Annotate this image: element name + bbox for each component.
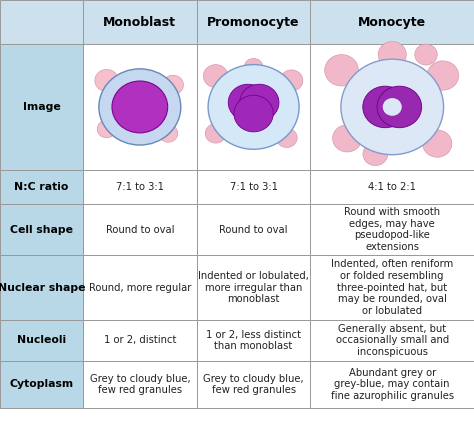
Circle shape [228, 84, 267, 121]
Bar [197, 320, 310, 361]
Circle shape [159, 124, 178, 142]
Bar [0, 320, 83, 361]
Bar [83, 204, 197, 255]
Bar [83, 44, 197, 170]
Circle shape [427, 61, 459, 90]
Text: Indented or lobulated,
more irregular than
monoblast: Indented or lobulated, more irregular th… [198, 271, 309, 304]
Circle shape [280, 70, 303, 91]
Text: Round to oval: Round to oval [106, 224, 174, 235]
Text: Round with smooth
edges, may have
pseudopod-like
extensions: Round with smooth edges, may have pseudo… [344, 207, 440, 252]
Bar [83, 320, 197, 361]
Bar [0, 361, 83, 408]
Bar [197, 44, 310, 170]
Text: 1 or 2, distinct: 1 or 2, distinct [104, 336, 176, 345]
Bar [83, 361, 197, 408]
Circle shape [377, 86, 422, 128]
Circle shape [99, 69, 181, 145]
Bar [197, 361, 310, 408]
Bar [83, 255, 197, 320]
Circle shape [363, 86, 408, 128]
Text: 4:1 to 2:1: 4:1 to 2:1 [368, 182, 416, 192]
Circle shape [378, 41, 406, 67]
Text: Monoblast: Monoblast [103, 15, 176, 29]
Circle shape [112, 81, 168, 133]
Bar [197, 170, 310, 204]
Text: Cytoplasm: Cytoplasm [9, 379, 73, 389]
Circle shape [234, 95, 273, 132]
Circle shape [276, 128, 297, 147]
Circle shape [97, 120, 116, 138]
Bar [310, 320, 474, 361]
Bar [0, 44, 83, 170]
Text: N:C ratio: N:C ratio [14, 182, 69, 192]
Text: Generally absent, but
occasionally small and
inconspicuous: Generally absent, but occasionally small… [336, 324, 449, 357]
Bar [310, 170, 474, 204]
Text: Monocyte: Monocyte [358, 15, 426, 29]
Text: Nuclear shape: Nuclear shape [0, 283, 85, 292]
Bar [310, 44, 474, 170]
Bar [197, 0, 310, 44]
Circle shape [208, 64, 299, 149]
Bar [83, 170, 197, 204]
Circle shape [203, 64, 228, 87]
Text: Round to oval: Round to oval [219, 224, 288, 235]
Text: Grey to cloudy blue,
few red granules: Grey to cloudy blue, few red granules [90, 374, 190, 395]
Text: Indented, often reniform
or folded resembling
three-pointed hat, but
may be roun: Indented, often reniform or folded resem… [331, 259, 453, 316]
Circle shape [163, 75, 183, 94]
Bar [310, 255, 474, 320]
Text: Cell shape: Cell shape [10, 224, 73, 235]
Circle shape [341, 59, 444, 155]
Text: Abundant grey or
grey-blue, may contain
fine azurophilic granules: Abundant grey or grey-blue, may contain … [331, 368, 454, 401]
Circle shape [205, 123, 226, 143]
Text: Image: Image [23, 102, 60, 112]
Circle shape [333, 125, 362, 152]
Bar [0, 0, 83, 44]
Bar [0, 170, 83, 204]
Text: 7:1 to 3:1: 7:1 to 3:1 [229, 182, 278, 192]
Circle shape [240, 84, 279, 121]
Circle shape [383, 98, 402, 116]
Circle shape [415, 44, 437, 65]
Bar [0, 204, 83, 255]
Text: Round, more regular: Round, more regular [89, 283, 191, 292]
Text: Promonocyte: Promonocyte [207, 15, 300, 29]
Circle shape [325, 55, 358, 86]
Circle shape [423, 130, 452, 157]
Circle shape [244, 58, 263, 76]
Bar [197, 255, 310, 320]
Text: Nucleoli: Nucleoli [17, 336, 66, 345]
Bar [197, 204, 310, 255]
Bar [310, 361, 474, 408]
Text: 7:1 to 3:1: 7:1 to 3:1 [116, 182, 164, 192]
Bar [83, 0, 197, 44]
Bar [310, 204, 474, 255]
Circle shape [363, 142, 388, 165]
Bar [0, 255, 83, 320]
Circle shape [95, 69, 118, 91]
Text: 1 or 2, less distinct
than monoblast: 1 or 2, less distinct than monoblast [206, 330, 301, 351]
Bar [310, 0, 474, 44]
Text: Grey to cloudy blue,
few red granules: Grey to cloudy blue, few red granules [203, 374, 304, 395]
